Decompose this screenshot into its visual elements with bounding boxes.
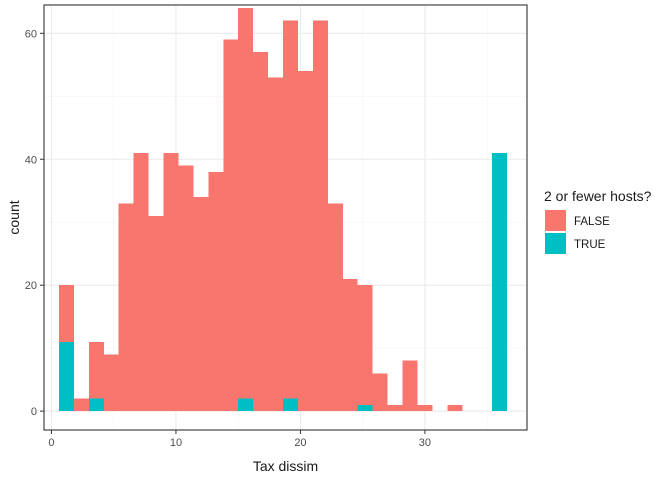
- bar-true: [58, 341, 74, 412]
- bar-false: [372, 373, 388, 412]
- y-tick-label: 0: [31, 406, 37, 418]
- bar-false: [223, 39, 239, 412]
- bar-false: [283, 20, 298, 399]
- bar-false: [88, 341, 104, 399]
- bar-false: [118, 203, 134, 412]
- y-tick-label: 40: [25, 154, 37, 166]
- bar-false: [133, 152, 149, 412]
- x-axis-title: Tax dissim: [253, 458, 318, 474]
- x-tick-label: 0: [48, 437, 54, 449]
- legend: 2 or fewer hosts? FALSE TRUE: [544, 188, 652, 254]
- bar-false: [238, 8, 254, 399]
- bar-false: [178, 165, 194, 412]
- legend-items: FALSE TRUE: [545, 210, 610, 254]
- bar-true: [357, 404, 373, 412]
- x-tick-label: 30: [419, 437, 431, 449]
- bar-true: [283, 398, 298, 412]
- bar-true: [238, 398, 254, 412]
- bar-true: [492, 152, 508, 412]
- bar-false: [208, 171, 224, 412]
- panel-border: [43, 4, 528, 431]
- legend-key-false: [545, 210, 566, 231]
- bar-false: [148, 215, 164, 412]
- bar-false: [193, 197, 209, 412]
- x-tick-label: 20: [294, 437, 306, 449]
- y-tick-label: 60: [25, 28, 37, 40]
- bar-false: [402, 360, 418, 412]
- x-tick-label: 10: [170, 437, 182, 449]
- bar-false: [58, 285, 74, 342]
- legend-label-true: TRUE: [574, 239, 606, 251]
- bar-false: [73, 398, 89, 412]
- bar-false: [357, 285, 373, 405]
- bar-false: [312, 20, 328, 412]
- bar-false: [268, 77, 284, 412]
- legend-label-false: FALSE: [574, 216, 610, 228]
- bar-false: [163, 152, 179, 412]
- bar-true: [88, 398, 104, 412]
- bar-false: [327, 203, 343, 412]
- bar-false: [417, 404, 433, 412]
- axis-ticks: 0 10 20 30 0 20 40 60: [25, 28, 431, 449]
- legend-title: 2 or fewer hosts?: [544, 188, 652, 204]
- histogram-bars: [58, 8, 508, 412]
- legend-key-true: [545, 233, 566, 254]
- bar-false: [342, 278, 358, 412]
- bar-false: [103, 354, 119, 412]
- bar-false: [253, 52, 269, 412]
- y-axis-title: count: [6, 200, 22, 234]
- bar-false: [387, 404, 403, 412]
- y-tick-label: 20: [25, 280, 37, 292]
- bar-false: [447, 404, 463, 412]
- bar-false: [297, 71, 313, 412]
